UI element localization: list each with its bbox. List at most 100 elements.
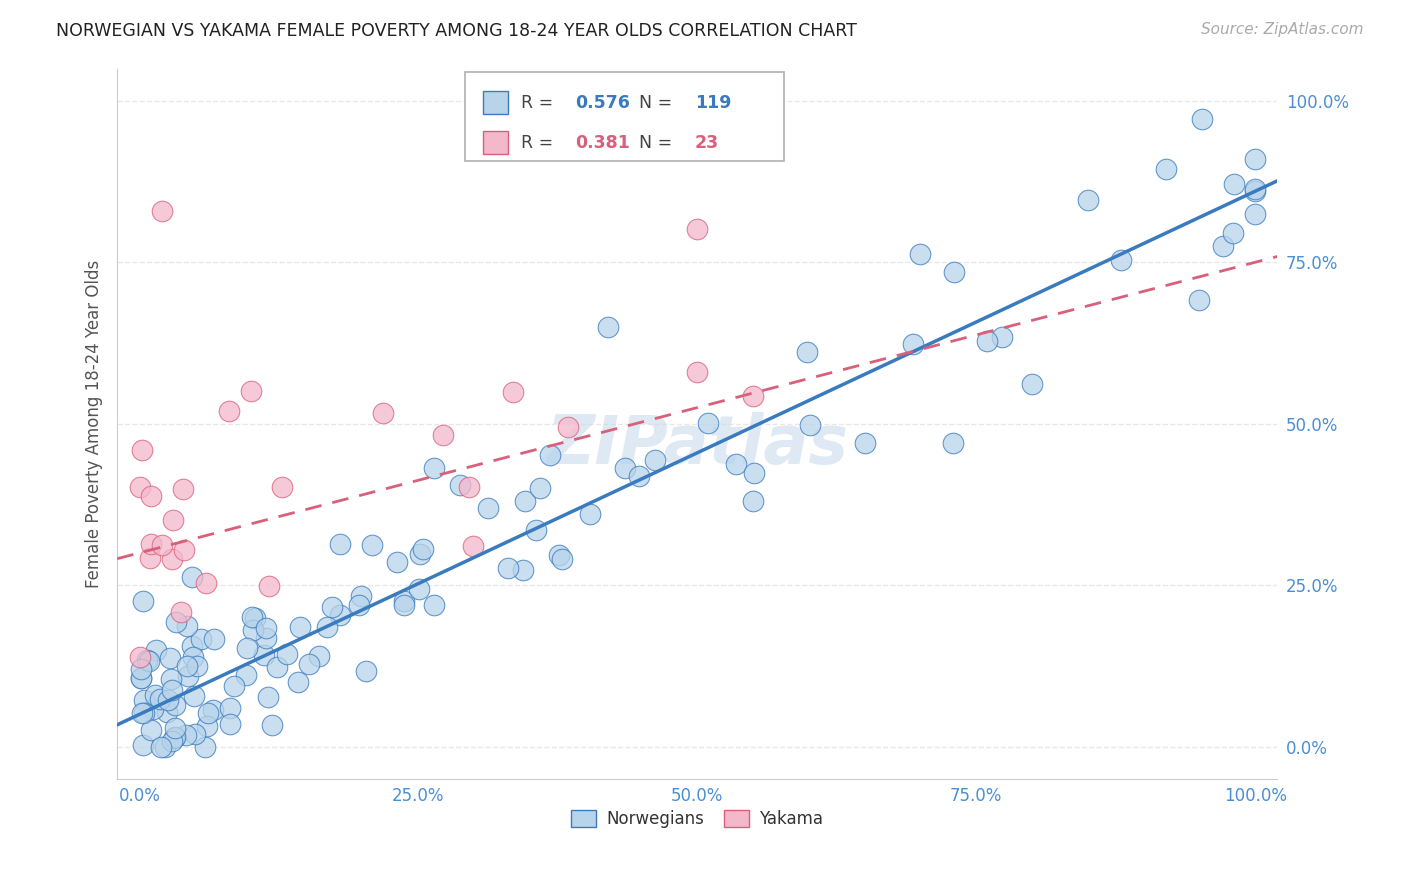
Point <box>1244 182 1267 196</box>
Point <box>180 639 202 653</box>
Point <box>195 719 218 733</box>
Point <box>181 569 204 583</box>
Point <box>139 537 162 551</box>
Point <box>177 668 200 682</box>
Point <box>742 389 765 403</box>
Point <box>186 658 208 673</box>
Point <box>557 420 579 434</box>
Point <box>1111 252 1133 267</box>
Point <box>163 731 186 745</box>
Point <box>412 541 434 556</box>
Point <box>240 610 263 624</box>
Point <box>176 659 198 673</box>
Text: 0.381: 0.381 <box>575 134 630 152</box>
Point <box>176 619 198 633</box>
Point <box>321 600 343 615</box>
Point <box>742 466 765 480</box>
Point <box>139 489 162 503</box>
Point <box>627 469 650 483</box>
FancyBboxPatch shape <box>465 72 785 161</box>
FancyBboxPatch shape <box>482 91 508 114</box>
Point <box>129 672 152 686</box>
Point <box>173 543 195 558</box>
Point <box>139 551 162 566</box>
Point <box>385 555 408 569</box>
Point <box>156 693 179 707</box>
Point <box>502 384 524 399</box>
Point <box>242 624 264 638</box>
Point <box>298 657 321 672</box>
Point <box>1212 239 1234 253</box>
Point <box>172 482 194 496</box>
Y-axis label: Female Poverty Among 18-24 Year Olds: Female Poverty Among 18-24 Year Olds <box>86 260 103 588</box>
Text: 119: 119 <box>695 94 731 112</box>
Point <box>190 632 212 646</box>
Text: Source: ZipAtlas.com: Source: ZipAtlas.com <box>1201 22 1364 37</box>
Point <box>449 477 471 491</box>
Point <box>150 538 173 552</box>
Point <box>796 345 818 359</box>
Point <box>162 513 184 527</box>
Point <box>551 552 574 566</box>
Point <box>165 730 187 744</box>
Point <box>686 365 709 379</box>
Point <box>257 579 280 593</box>
Point <box>243 611 266 625</box>
Point <box>1244 152 1267 166</box>
Point <box>129 662 152 676</box>
Text: R =: R = <box>522 134 558 152</box>
Point <box>202 632 225 646</box>
Point <box>409 547 432 561</box>
Point <box>165 722 187 736</box>
Point <box>354 664 377 678</box>
Text: N =: N = <box>627 134 678 152</box>
Legend: Norwegians, Yakama: Norwegians, Yakama <box>565 803 830 835</box>
Point <box>149 692 172 706</box>
FancyBboxPatch shape <box>482 131 508 154</box>
Point <box>142 701 165 715</box>
Point <box>276 647 298 661</box>
Text: R =: R = <box>522 94 558 112</box>
Point <box>910 246 932 260</box>
Point <box>290 620 312 634</box>
Point <box>219 700 242 714</box>
Point <box>696 416 718 430</box>
Point <box>853 435 876 450</box>
Text: ZIPatlas: ZIPatlas <box>547 412 848 478</box>
Point <box>160 682 183 697</box>
Point <box>463 539 485 553</box>
Point <box>197 706 219 720</box>
Point <box>129 671 152 685</box>
Point <box>361 538 384 552</box>
Point <box>139 723 162 737</box>
Point <box>253 648 276 662</box>
Point <box>1077 193 1099 207</box>
Point <box>1021 377 1043 392</box>
Point <box>132 594 155 608</box>
Point <box>498 560 520 574</box>
Point <box>254 631 277 645</box>
Point <box>686 222 709 236</box>
Point <box>548 548 571 562</box>
Point <box>524 523 547 537</box>
Point <box>513 494 536 508</box>
Point <box>156 706 179 720</box>
Text: N =: N = <box>627 94 678 112</box>
Point <box>422 461 444 475</box>
Point <box>408 582 430 596</box>
Point <box>329 537 352 551</box>
Point <box>1188 293 1211 307</box>
Point <box>350 589 373 603</box>
Point <box>128 649 150 664</box>
Point <box>1154 162 1177 177</box>
Point <box>235 668 257 682</box>
Point <box>742 494 765 508</box>
Point <box>131 442 153 457</box>
Point <box>1244 184 1267 198</box>
Point <box>1244 207 1267 221</box>
Point <box>613 461 636 475</box>
Point <box>143 689 166 703</box>
Point <box>457 480 479 494</box>
Point <box>942 435 965 450</box>
Point <box>512 563 534 577</box>
